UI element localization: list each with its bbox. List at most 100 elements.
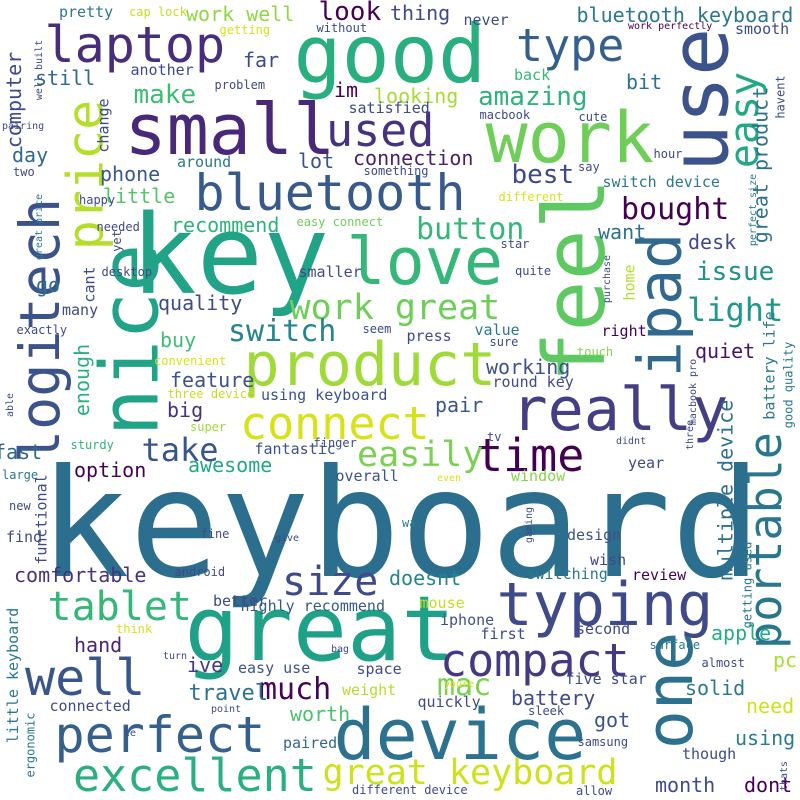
word-back: back bbox=[514, 65, 551, 84]
word-buy: buy bbox=[160, 328, 197, 352]
word-switch: switch bbox=[228, 314, 337, 349]
word-purchase: purchase bbox=[602, 254, 614, 304]
word-problem: problem bbox=[214, 78, 266, 92]
word-well: well bbox=[25, 649, 146, 707]
word-gaming: gaming bbox=[524, 506, 536, 544]
word-seem: seem bbox=[362, 322, 392, 336]
word-using-keyboard: using keyboard bbox=[261, 385, 388, 404]
word-go: go bbox=[36, 273, 61, 297]
word-way: way bbox=[402, 516, 424, 530]
word-little-keyboard: little keyboard bbox=[3, 607, 22, 743]
word-awesome: awesome bbox=[188, 453, 273, 477]
word-youre: youre bbox=[444, 679, 475, 690]
word-highly-recommend: highly recommend bbox=[240, 596, 386, 615]
word-paired: paired bbox=[283, 733, 338, 752]
word-bought: bought bbox=[621, 192, 730, 227]
word-make: make bbox=[133, 80, 197, 110]
word-really: really bbox=[511, 375, 729, 445]
word-pair: pair bbox=[435, 393, 484, 417]
word-better: better bbox=[213, 591, 268, 610]
word-quickly: quickly bbox=[417, 692, 481, 711]
word-without: without bbox=[316, 21, 368, 35]
word-need: need bbox=[746, 694, 795, 718]
word-cant: cant bbox=[80, 265, 99, 303]
word-desk: desk bbox=[688, 230, 737, 254]
word-smaller: smaller bbox=[298, 262, 362, 281]
word-fantastic: fantastic bbox=[254, 439, 336, 458]
word-switching: switching bbox=[526, 564, 608, 583]
word-great-keyboard: great keyboard bbox=[322, 752, 618, 793]
word-work-great: work great bbox=[289, 287, 501, 328]
word-three: three bbox=[685, 419, 697, 451]
word-day: day bbox=[12, 143, 49, 167]
word-well-built: well built bbox=[34, 39, 46, 101]
word-value: value bbox=[474, 320, 520, 339]
word-perfect-size: perfect size bbox=[748, 173, 760, 247]
word-desktop: desktop bbox=[101, 265, 153, 279]
word-turn: turn bbox=[163, 651, 188, 662]
word-much: much bbox=[259, 672, 332, 707]
word-second: second bbox=[576, 619, 631, 638]
word-needed: needed bbox=[96, 220, 140, 234]
word-excellent: excellent bbox=[73, 748, 317, 800]
word-window: window bbox=[511, 466, 566, 485]
word-think: think bbox=[116, 622, 153, 636]
word-little: little bbox=[103, 184, 176, 208]
word-sure: sure bbox=[489, 335, 519, 349]
word-used: used bbox=[326, 103, 435, 157]
word-satisfied: satisfied bbox=[348, 98, 430, 117]
word-bag: bag bbox=[331, 644, 350, 655]
word-best: best bbox=[511, 160, 575, 190]
word-functional: functional bbox=[32, 473, 51, 565]
word-mac: mac bbox=[437, 668, 492, 703]
word-cap-lock: cap lock bbox=[129, 5, 187, 19]
word-large: large bbox=[2, 468, 39, 482]
word-point: point bbox=[211, 704, 242, 715]
word-easily: easily bbox=[357, 434, 484, 475]
word-able: able bbox=[5, 392, 17, 418]
word-never: never bbox=[463, 10, 509, 29]
word-sturdy: sturdy bbox=[70, 438, 114, 452]
word-still: still bbox=[35, 66, 96, 90]
word-work-perfectly: work perfectly bbox=[628, 21, 713, 32]
word-far: far bbox=[243, 48, 280, 72]
word-product: product bbox=[243, 330, 497, 400]
word-quite: quite bbox=[515, 264, 552, 278]
word-iphone: iphone bbox=[440, 610, 495, 629]
word-worth: worth bbox=[290, 702, 351, 726]
word-smooth: smooth bbox=[735, 19, 790, 38]
word-year: year bbox=[628, 453, 665, 472]
word-connect: connect bbox=[240, 396, 430, 450]
word-typing: typing bbox=[496, 570, 714, 640]
word-ive: ive bbox=[187, 653, 224, 677]
word-fast: fast bbox=[0, 440, 43, 464]
word-weight: weight bbox=[342, 680, 397, 699]
word-thing: thing bbox=[390, 1, 451, 25]
word-give: give bbox=[275, 533, 300, 544]
word-work: work bbox=[485, 97, 655, 179]
word-size: size bbox=[282, 559, 379, 605]
word-finger: finger bbox=[313, 436, 357, 450]
word-big: big bbox=[167, 398, 204, 422]
word-havent: havent bbox=[773, 75, 788, 119]
word-solid: solid bbox=[685, 676, 746, 700]
word-great: great bbox=[184, 577, 456, 682]
word-connected: connected bbox=[49, 696, 131, 715]
word-samsung: samsung bbox=[577, 735, 629, 749]
word-le: le bbox=[124, 728, 137, 739]
word-recommend: recommend bbox=[171, 213, 280, 237]
word-working: working bbox=[486, 355, 571, 379]
word-doesnt: doesnt bbox=[389, 566, 462, 590]
word-dont: dont bbox=[744, 773, 793, 797]
word-tablet: tablet bbox=[47, 584, 193, 630]
word-apple: apple bbox=[711, 621, 772, 645]
word-press: press bbox=[406, 326, 452, 345]
word-sleek: sleek bbox=[528, 704, 565, 718]
word-mouse: mouse bbox=[419, 593, 465, 612]
word-find: find bbox=[6, 527, 43, 546]
word-key: key bbox=[130, 191, 330, 319]
word-easy-connect: easy connect bbox=[296, 215, 384, 229]
word-phone: phone bbox=[100, 162, 161, 186]
word-exactly: exactly bbox=[16, 323, 68, 337]
word-wish: wish bbox=[590, 550, 627, 569]
